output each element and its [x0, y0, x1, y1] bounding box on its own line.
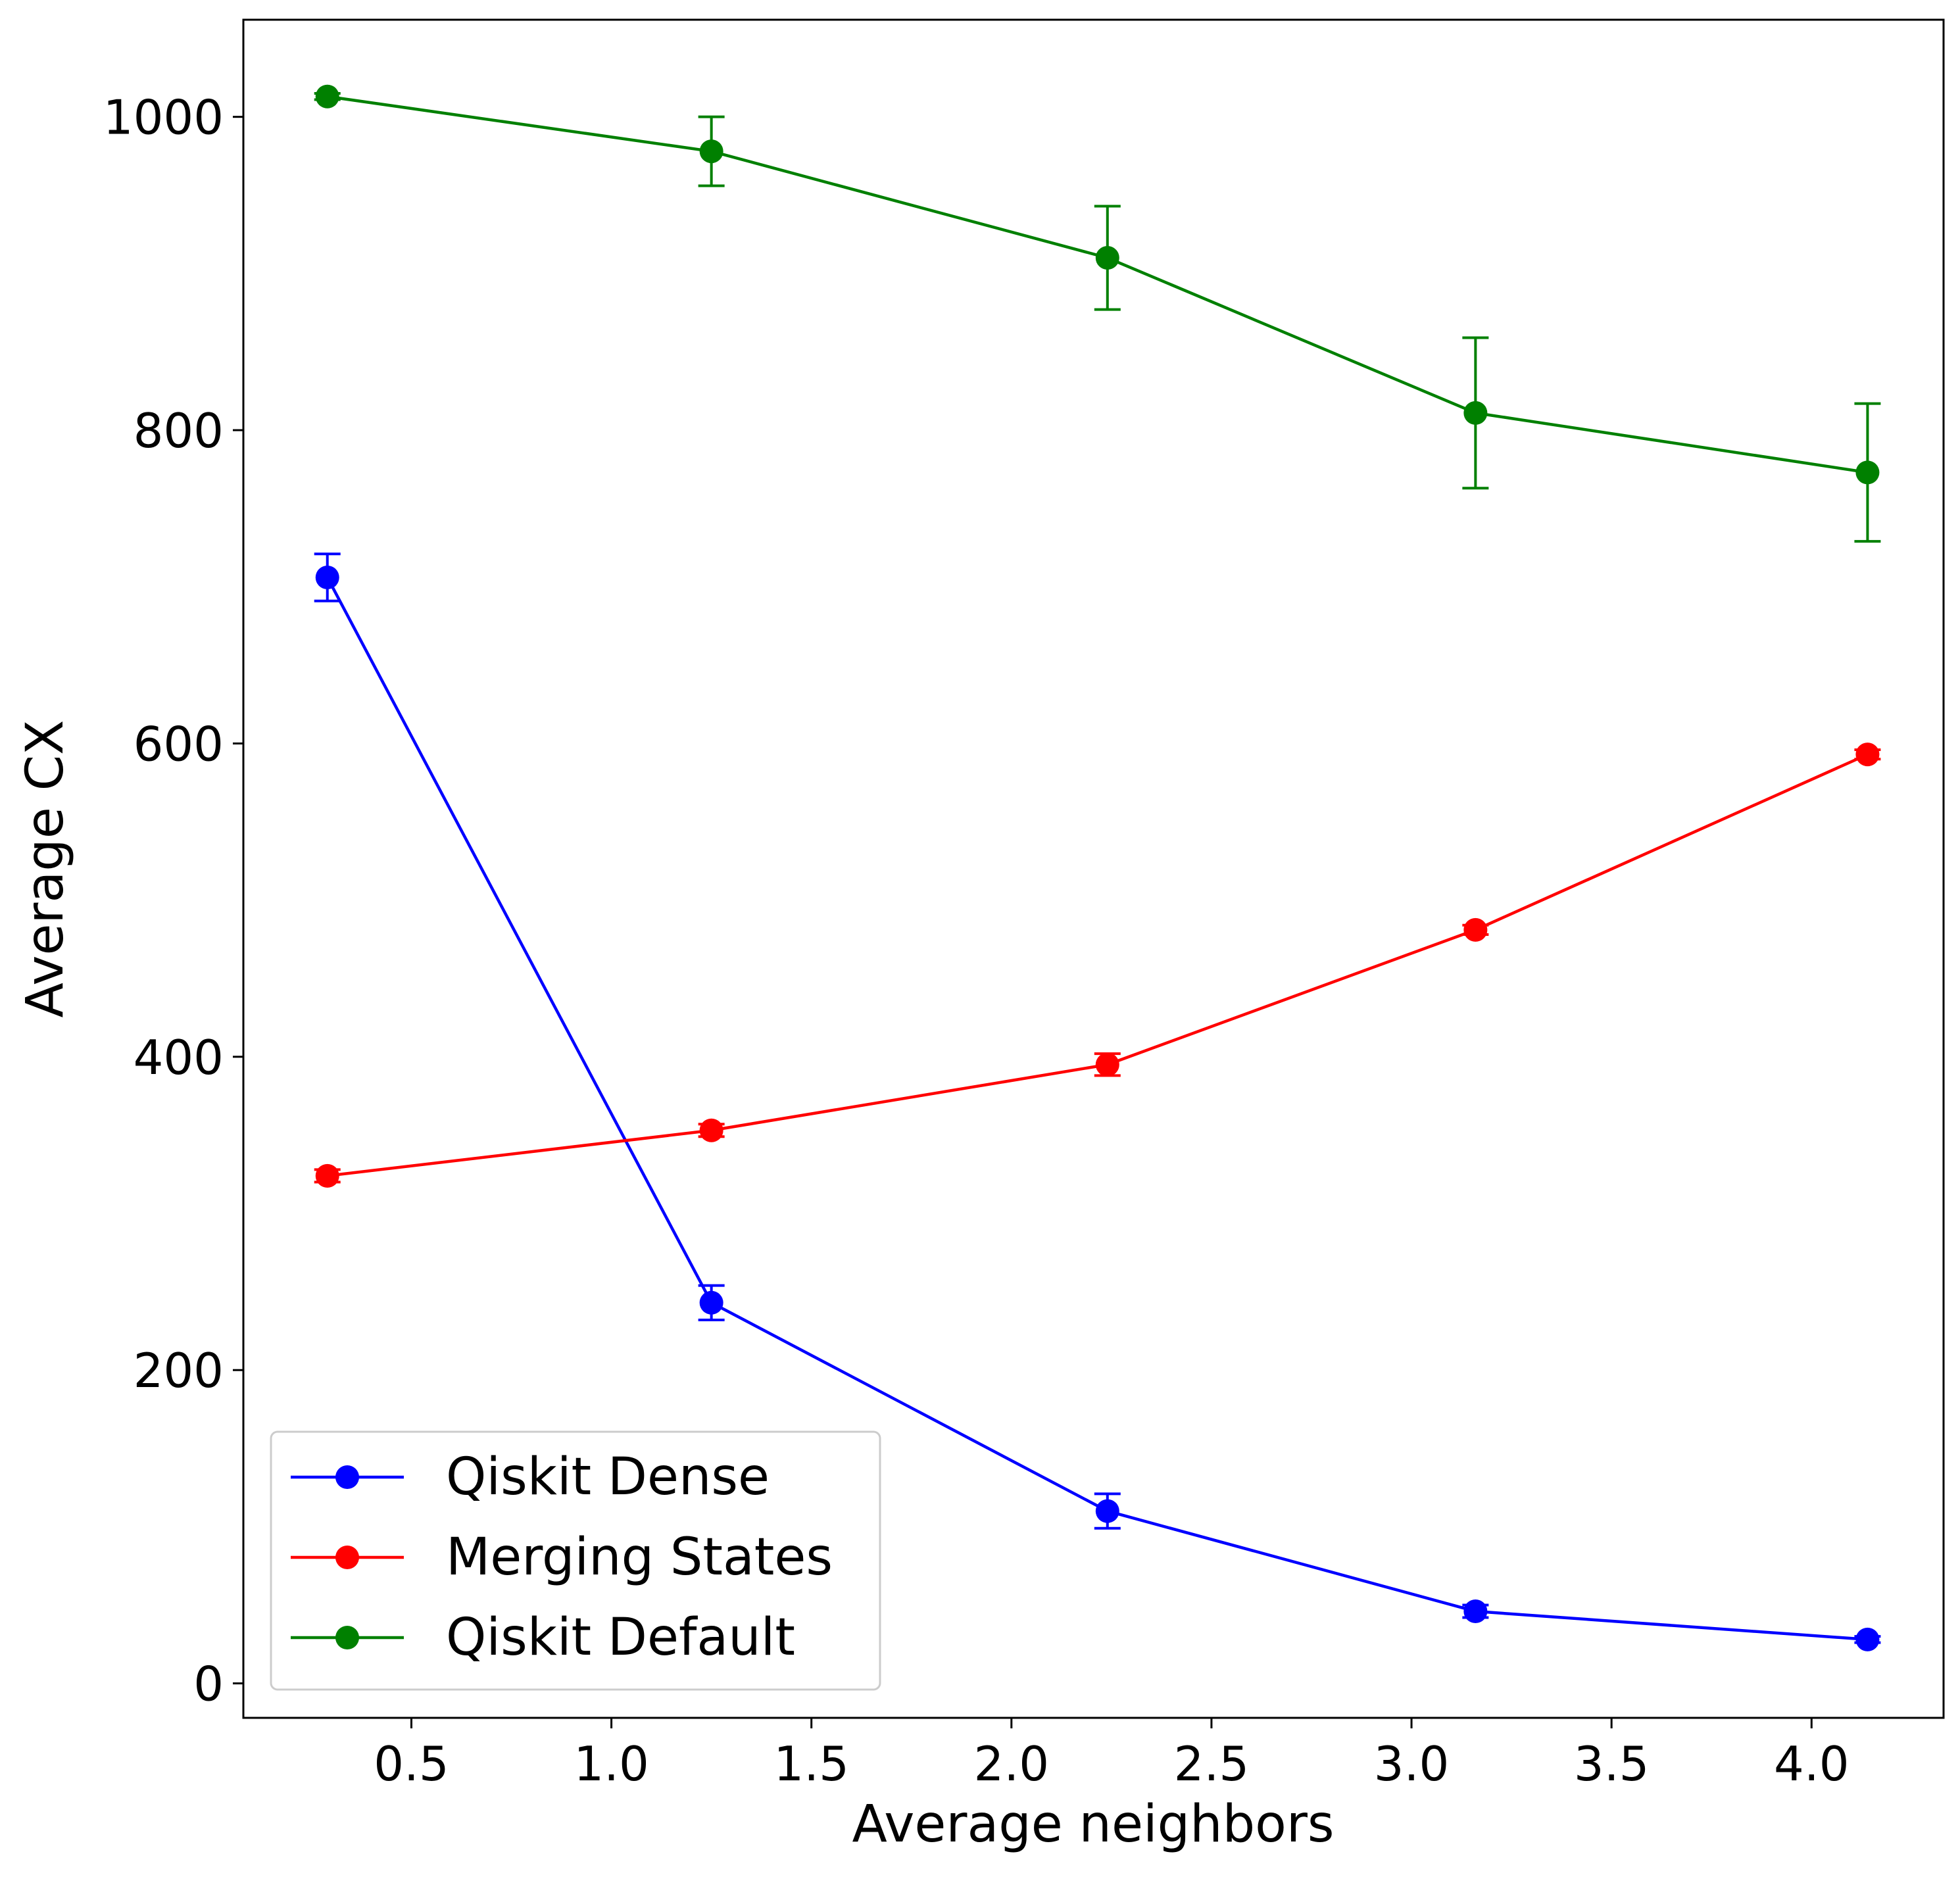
data-point [1463, 917, 1488, 942]
legend-label: Merging States [446, 1528, 833, 1587]
data-point [699, 1290, 723, 1315]
data-point [1855, 460, 1880, 485]
series-merging-states [314, 743, 1881, 1188]
series-layer [314, 84, 1881, 1651]
series-qiskit-dense [314, 552, 1881, 1651]
data-point [315, 565, 339, 589]
y-tick-label: 400 [134, 1030, 224, 1085]
legend-swatch-marker [335, 1546, 359, 1569]
x-tick-label: 1.5 [773, 1736, 849, 1792]
data-point [1855, 743, 1880, 767]
data-point [315, 84, 339, 109]
legend-swatch-marker [335, 1465, 359, 1489]
x-tick-label: 2.0 [974, 1736, 1050, 1792]
legend-box [270, 1430, 881, 1691]
y-tick-label: 800 [134, 403, 224, 458]
legend-label: Qiskit Default [446, 1608, 795, 1667]
legend-item: Qiskit Dense [291, 1448, 770, 1507]
legend-items: Qiskit Dense Merging States Qiskit Default [291, 1448, 833, 1667]
plot-frame [242, 18, 1945, 1719]
data-point [1095, 246, 1119, 270]
x-tick-label: 1.0 [574, 1736, 649, 1792]
y-axis-label: Average CX [16, 720, 75, 1018]
legend-item: Merging States [291, 1528, 833, 1587]
legend: Qiskit Dense Merging States Qiskit Default [270, 1430, 881, 1691]
legend-item: Qiskit Default [291, 1608, 795, 1667]
data-point [1095, 1499, 1119, 1523]
data-point [699, 1118, 723, 1142]
series-qiskit-default [314, 84, 1881, 543]
y-tick-label: 600 [134, 716, 224, 771]
x-tick-label: 3.5 [1574, 1736, 1650, 1792]
data-point [1463, 401, 1488, 425]
data-point [315, 1163, 339, 1188]
axis-layer: 0.5 1.0 1.5 2.0 2.5 3.0 3.5 4.0 0 200 400 600 800 100… [103, 90, 1850, 1792]
x-tick-label: 4.0 [1774, 1736, 1850, 1792]
x-tick-label: 2.5 [1174, 1736, 1250, 1792]
data-point [1095, 1052, 1119, 1077]
legend-swatch-marker [335, 1626, 359, 1649]
y-tick-label: 1000 [103, 90, 224, 145]
x-tick-label: 0.5 [374, 1736, 449, 1792]
x-tick-label: 3.0 [1374, 1736, 1450, 1792]
y-tick-label: 200 [134, 1343, 224, 1398]
data-point [699, 139, 723, 164]
legend-label: Qiskit Dense [446, 1448, 770, 1507]
data-point [1855, 1627, 1880, 1651]
y-tick-label: 0 [193, 1657, 224, 1712]
data-point [1463, 1599, 1488, 1624]
x-axis-label: Average neighbors [852, 1795, 1334, 1854]
